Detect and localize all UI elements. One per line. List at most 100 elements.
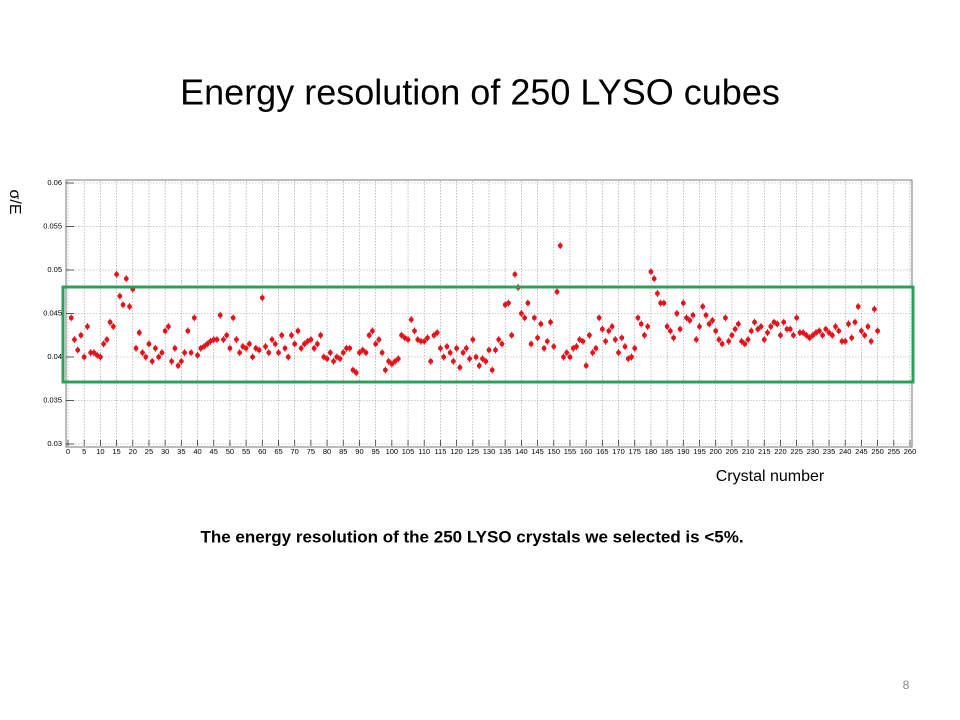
data-point [544, 338, 550, 344]
x-tick-label: 85 [339, 447, 347, 456]
data-point [382, 367, 388, 373]
data-point [143, 354, 149, 360]
x-tick-label: 35 [177, 447, 185, 456]
data-point [373, 341, 379, 347]
data-point [645, 324, 651, 329]
data-point [350, 367, 356, 373]
data-point [580, 338, 586, 344]
y-tick-label: 0.04 [47, 352, 62, 361]
data-point [276, 350, 281, 356]
data-point [162, 328, 168, 334]
data-point [156, 354, 162, 360]
x-tick-label: 195 [693, 447, 706, 456]
data-point [363, 350, 369, 356]
data-point [289, 332, 294, 338]
data-point [622, 344, 628, 349]
x-tick-label: 250 [871, 447, 884, 456]
data-point [807, 335, 813, 341]
data-point [499, 341, 505, 347]
data-point [596, 315, 602, 321]
data-point [282, 345, 288, 351]
data-point [263, 344, 268, 349]
data-point [800, 330, 806, 336]
x-tick-label: 210 [742, 447, 755, 456]
data-point [441, 354, 447, 360]
data-point [833, 324, 838, 329]
data-point [599, 326, 605, 332]
x-tick-label: 150 [548, 447, 561, 456]
data-point [405, 337, 411, 342]
data-point [447, 350, 453, 356]
data-point [246, 341, 252, 347]
y-tick-label: 0.03 [47, 439, 62, 448]
data-point [149, 358, 155, 364]
data-point [732, 326, 738, 332]
data-point [522, 315, 528, 321]
data-point [298, 345, 304, 351]
x-tick-label: 170 [612, 447, 625, 456]
x-tick-label: 40 [193, 447, 201, 456]
data-point [117, 293, 123, 299]
data-point [518, 311, 524, 316]
data-point [243, 345, 249, 351]
data-point [136, 330, 142, 336]
data-point [865, 324, 871, 329]
data-point [684, 315, 689, 321]
data-point [308, 337, 314, 342]
data-point [829, 332, 835, 338]
data-point [224, 332, 230, 338]
data-point [713, 328, 719, 334]
data-point [486, 347, 492, 353]
data-point [535, 335, 540, 341]
x-tick-label: 130 [483, 447, 496, 456]
data-point [723, 315, 728, 321]
data-point [642, 332, 647, 338]
x-tick-label: 20 [129, 447, 137, 456]
data-point [761, 337, 767, 342]
data-point [531, 315, 537, 321]
data-point [667, 328, 673, 334]
data-point [227, 345, 233, 351]
data-point [204, 341, 210, 347]
x-tick-label: 205 [726, 447, 739, 456]
x-tick-label: 135 [499, 447, 512, 456]
data-point [664, 324, 670, 329]
data-point [123, 276, 129, 282]
data-point [635, 315, 641, 321]
data-point [392, 358, 398, 364]
data-point [606, 328, 612, 334]
x-tick-label: 220 [774, 447, 787, 456]
data-point [561, 354, 566, 360]
x-tick-label: 240 [839, 447, 852, 456]
data-point [107, 319, 113, 325]
data-point [428, 358, 434, 364]
data-point [357, 350, 362, 356]
data-point [574, 344, 579, 349]
data-point [548, 319, 553, 325]
x-tick-label: 235 [823, 447, 836, 456]
data-point [195, 352, 200, 358]
x-tick-label: 90 [355, 447, 363, 456]
x-tick-label: 215 [758, 447, 771, 456]
data-point [651, 276, 657, 282]
data-point [110, 324, 116, 329]
data-point [716, 337, 722, 342]
data-point [68, 315, 74, 321]
x-tick-label: 70 [291, 447, 299, 456]
data-point [551, 344, 557, 349]
data-point [146, 341, 152, 347]
data-point [693, 337, 699, 342]
data-point [431, 332, 437, 338]
data-point [463, 345, 469, 351]
x-tick-label: 190 [677, 447, 690, 456]
data-point [269, 337, 275, 342]
x-tick-label: 180 [645, 447, 658, 456]
data-point [742, 341, 748, 347]
x-tick-label: 100 [386, 447, 399, 456]
data-point [188, 350, 194, 356]
x-tick-label: 120 [450, 447, 463, 456]
data-point [528, 341, 534, 347]
data-point [140, 350, 145, 356]
data-point [191, 315, 197, 321]
data-point [327, 350, 333, 356]
